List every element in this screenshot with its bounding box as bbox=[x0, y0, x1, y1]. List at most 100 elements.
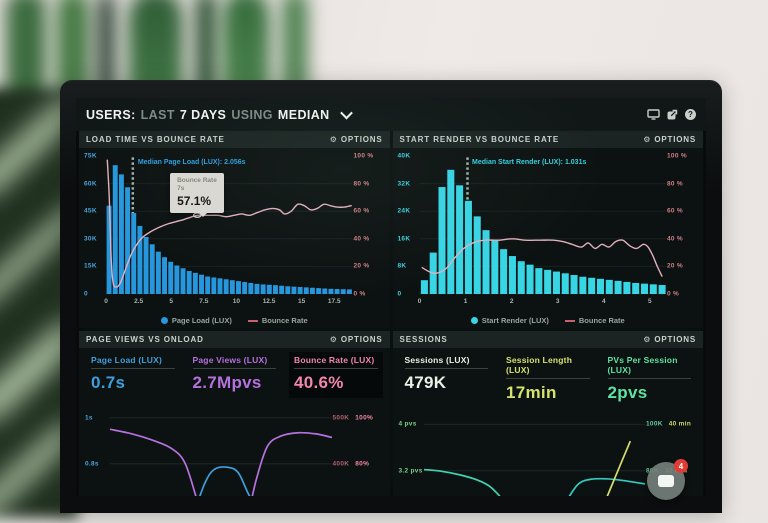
y-axis-right: 100 % 80 % 60 % 40 % 20 % 0 % bbox=[353, 152, 385, 298]
share-icon[interactable] bbox=[667, 109, 678, 120]
median-annotation: Median Page Load (LUX): 2.056s bbox=[137, 159, 246, 166]
title-7days: 7 DAYS bbox=[179, 107, 227, 122]
panel-title-bar: PAGE VIEWS VS ONLOAD ⚙ OPTIONS bbox=[79, 331, 390, 348]
dashboard-title-dropdown[interactable]: USERS: LAST 7 DAYS USING MEDIAN bbox=[86, 106, 353, 122]
kpi-metric[interactable]: Page Views (LUX) 2.7Mpvs bbox=[188, 352, 282, 398]
x-axis-label: 2.5 bbox=[134, 298, 144, 305]
chart-legend: Start Render (LUX) Bounce Rate bbox=[393, 316, 704, 325]
y-axis-label: 60 % bbox=[667, 207, 684, 215]
y-axis-label: 3.2 pvs bbox=[398, 467, 423, 475]
y-axis-left: 1s0.8s0.6s0.4s bbox=[85, 404, 109, 496]
y-axis-label-primary: 500K bbox=[332, 414, 350, 422]
panel-title-bar: SESSIONS ⚙ OPTIONS bbox=[392, 331, 703, 348]
gear-icon: ⚙ bbox=[329, 134, 337, 144]
y-axis-label: 500K 100% bbox=[333, 414, 374, 421]
display-icon[interactable] bbox=[647, 109, 660, 120]
chart-canvas bbox=[424, 414, 646, 496]
kpi-divider bbox=[506, 378, 590, 379]
x-axis: 0 2.5 5 7.5 10 12.5 15 17.5 bbox=[104, 298, 353, 307]
legend-label: Page Load (LUX) bbox=[171, 316, 232, 325]
kpi-value: 2pvs bbox=[607, 383, 648, 402]
legend-line-icon bbox=[564, 319, 575, 322]
kpi-value: 0.7s bbox=[91, 373, 126, 392]
x-axis-label: 1 bbox=[463, 298, 468, 305]
y-axis-label: 80 % bbox=[667, 180, 684, 188]
y-axis-label: 45K bbox=[84, 207, 97, 215]
kpi-metric[interactable]: Page Load (LUX) 0.7s bbox=[86, 352, 180, 398]
page-views-chart: 1s0.8s0.6s0.4s 500K100%400K80%300K60%200… bbox=[79, 400, 390, 496]
y-axis-label: 15K bbox=[84, 262, 97, 270]
chat-bubble-icon bbox=[658, 475, 674, 487]
y-axis-label: 0 % bbox=[353, 290, 366, 298]
help-icon[interactable]: ? bbox=[685, 109, 696, 120]
plot-area bbox=[110, 404, 332, 496]
options-button[interactable]: ⚙ OPTIONS bbox=[330, 135, 383, 144]
y-axis-label-secondary: 100% bbox=[355, 414, 374, 422]
x-axis-label: 12.5 bbox=[262, 298, 276, 305]
chevron-down-icon bbox=[339, 106, 353, 120]
y-axis-label: 100 % bbox=[353, 152, 374, 160]
legend-item[interactable]: Bounce Rate bbox=[564, 316, 625, 325]
kpi-metric[interactable]: PVs Per Session (LUX) 2pvs bbox=[603, 352, 697, 408]
kpi-metric[interactable]: Bounce Rate (LUX) 40.6% bbox=[289, 352, 383, 398]
start-render-chart: 40K 32K 24K 16K 8K 0 Median Start Render (LUX… bbox=[393, 148, 704, 328]
y-axis-label: 4 pvs bbox=[398, 420, 417, 428]
tooltip-value: 57.1% bbox=[177, 193, 212, 208]
legend-label: Start Render (LUX) bbox=[481, 316, 549, 325]
y-axis-label-secondary: 40 min bbox=[668, 420, 692, 428]
y-axis-left: 75K 60K 45K 30K 15K 0 bbox=[84, 152, 105, 298]
panel-grid: LOAD TIME VS BOUNCE RATE ⚙ OPTIONS 75K 60… bbox=[76, 131, 706, 496]
y-axis-left: 40K 32K 24K 16K 8K 0 bbox=[397, 152, 419, 298]
panel-start-render: START RENDER VS BOUNCE RATE ⚙ OPTIONS 40… bbox=[392, 131, 704, 328]
legend-item[interactable]: Page Load (LUX) bbox=[160, 316, 232, 325]
y-axis-right: 100 % 80 % 60 % 40 % 20 % 0 % bbox=[667, 153, 698, 298]
title-median: MEDIAN bbox=[277, 107, 330, 122]
legend-item[interactable]: Start Render (LUX) bbox=[470, 316, 549, 325]
chart-legend: Page Load (LUX) Bounce Rate bbox=[79, 316, 390, 325]
options-button[interactable]: ⚙ OPTIONS bbox=[643, 335, 696, 344]
panel-page-views: PAGE VIEWS VS ONLOAD ⚙ OPTIONS Page Load… bbox=[79, 331, 390, 496]
kpi-metric[interactable]: Sessions (LUX) 479K bbox=[400, 352, 494, 408]
x-axis-label: 17.5 bbox=[327, 298, 341, 305]
options-button[interactable]: ⚙ OPTIONS bbox=[643, 135, 696, 144]
kpi-label: Session Length (LUX) bbox=[506, 355, 573, 375]
load-time-chart: 75K 60K 45K 30K 15K 0 Median Page Load (LUX):… bbox=[79, 148, 390, 328]
y-axis-label: 24K bbox=[397, 207, 411, 215]
panel-title-bar: START RENDER VS BOUNCE RATE ⚙ OPTIONS bbox=[392, 131, 703, 148]
y-axis-label: 80 % bbox=[353, 180, 370, 188]
y-axis-label: 60 % bbox=[353, 207, 370, 215]
kpi-divider bbox=[404, 368, 488, 369]
kpi-metric[interactable]: Session Length (LUX) 17min bbox=[501, 352, 595, 408]
title-users: USERS: bbox=[86, 107, 136, 122]
options-label: OPTIONS bbox=[654, 135, 696, 144]
y-axis-label: 75K bbox=[84, 152, 97, 160]
kpi-row: Page Load (LUX) 0.7s Page Views (LUX) 2.7Mp… bbox=[79, 348, 390, 398]
x-axis: 0 1 2 3 4 5 bbox=[418, 298, 667, 307]
options-label: OPTIONS bbox=[654, 335, 696, 344]
legend-line-icon bbox=[247, 319, 258, 322]
legend-dot-icon bbox=[470, 317, 478, 324]
median-annotation: Median Start Render (LUX): 1.031s bbox=[472, 159, 587, 166]
y-axis-label: 0 bbox=[397, 290, 402, 298]
legend-label: Bounce Rate bbox=[578, 316, 625, 325]
y-axis-label: 40 % bbox=[667, 235, 684, 243]
chart-canvas bbox=[420, 157, 667, 294]
title-last: LAST bbox=[140, 107, 175, 122]
x-axis-label: 5 bbox=[169, 298, 174, 305]
kpi-row: Sessions (LUX) 479K Session Length (LUX) 17… bbox=[393, 348, 704, 408]
chat-widget-button[interactable]: 4 bbox=[647, 459, 688, 500]
monitor-bezel: USERS: LAST 7 DAYS USING MEDIAN ? bbox=[60, 80, 722, 513]
legend-item[interactable]: Bounce Rate bbox=[247, 316, 308, 325]
chart-canvas bbox=[106, 157, 353, 294]
options-button[interactable]: ⚙ OPTIONS bbox=[330, 335, 383, 344]
x-axis-label: 2 bbox=[509, 298, 514, 305]
kpi-label: Page Views (LUX) bbox=[192, 355, 268, 365]
legend-label: Bounce Rate bbox=[261, 316, 308, 325]
x-axis-label: 7.5 bbox=[199, 298, 209, 305]
y-axis-label: 40K bbox=[397, 152, 411, 160]
y-axis-label: 0 bbox=[84, 290, 88, 298]
y-axis-label: 20 % bbox=[353, 262, 370, 270]
x-axis-label: 3 bbox=[555, 298, 560, 305]
tooltip-sub: 7s bbox=[177, 184, 185, 192]
